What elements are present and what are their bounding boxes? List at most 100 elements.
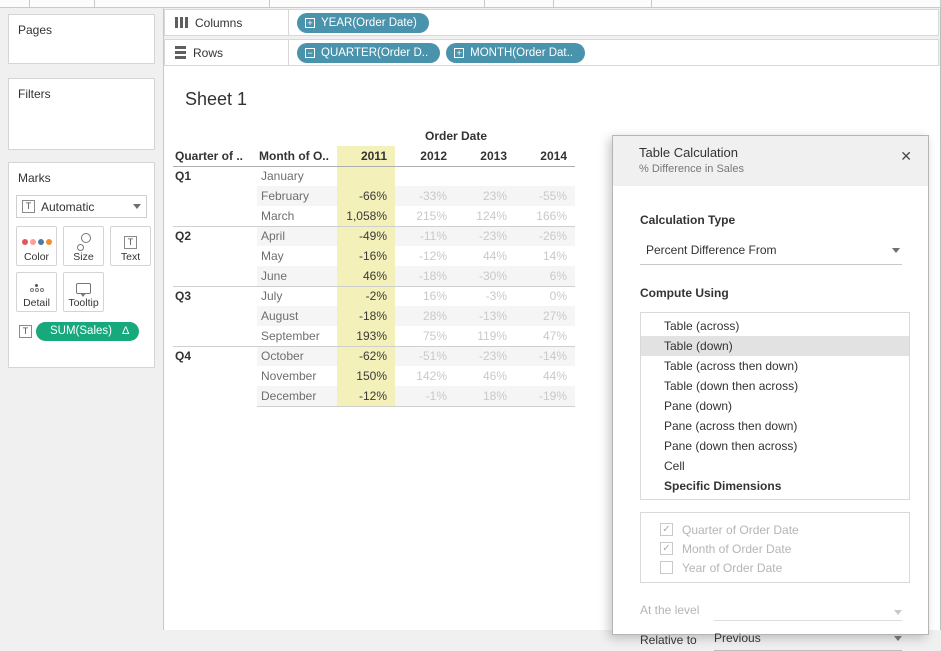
checkbox-unchecked-icon[interactable] [660,561,673,574]
compute-option-pane-across-then-down[interactable]: Pane (across then down) [664,419,798,433]
checkbox-checked-icon[interactable]: ✓ [660,523,673,536]
month-column-header[interactable]: Month of O.. [257,146,337,167]
cell-value[interactable]: -55% [515,186,575,206]
sum-sales-pill[interactable]: SUM(Sales) Δ [36,322,140,341]
cell-value[interactable]: 215% [416,208,447,223]
cell-value[interactable]: -66% [337,186,395,206]
cell-value[interactable]: -19% [515,386,575,407]
cell-value[interactable]: 193% [337,326,395,346]
compute-option-table-across[interactable]: Table (across) [664,319,740,333]
quarter-label[interactable]: Q2 [173,225,257,286]
rows-shelf-pills[interactable]: − QUARTER(Order D.. + MONTH(Order Dat.. [289,39,939,66]
cell-value[interactable]: 6% [515,266,575,286]
month-label[interactable]: February [257,186,337,206]
cell-value[interactable]: 166% [536,208,567,223]
quarter-order-date-pill[interactable]: − QUARTER(Order D.. [297,42,441,63]
cell-value[interactable]: 28% [395,306,455,326]
cell-value[interactable] [337,166,395,186]
month-label[interactable]: May [261,249,284,263]
columns-shelf-pills[interactable]: + YEAR(Order Date) [289,9,939,36]
cell-value[interactable]: -12% [337,386,395,407]
month-label[interactable]: April [257,225,337,246]
quarter-column-header[interactable]: Quarter of .. [173,146,257,167]
cell-value[interactable]: -14% [515,345,575,366]
compute-option-pane-down[interactable]: Pane (down) [664,399,733,413]
cell-value[interactable]: 16% [395,285,455,306]
compute-option-table-down-then-across[interactable]: Table (down then across) [664,379,799,393]
year-header-2014[interactable]: 2014 [515,146,575,167]
cell-value[interactable]: -23% [455,345,515,366]
cell-value[interactable]: 0% [515,285,575,306]
cell-value[interactable]: -62% [337,345,395,366]
cell-value[interactable]: 142% [416,369,447,383]
cell-value[interactable]: 44% [482,249,507,263]
compute-option-cell[interactable]: Cell [664,459,685,473]
at-the-level-dropdown[interactable] [714,610,902,621]
cell-value[interactable] [515,166,575,186]
mark-type-dropdown[interactable]: T Automatic [16,195,147,218]
cell-value[interactable]: -18% [337,306,395,326]
text-button[interactable]: T Text [110,226,151,266]
compute-option-table-down[interactable]: Table (down) [641,336,909,356]
cell-value[interactable]: -18% [395,266,455,286]
month-label[interactable]: January [261,169,304,184]
compute-option-table-across-then-down[interactable]: Table (across then down) [664,359,799,373]
cell-value[interactable] [395,166,455,186]
cell-value[interactable]: 44% [542,369,567,383]
cell-value[interactable]: 46% [337,266,395,286]
cell-value[interactable]: 23% [455,186,515,206]
cell-value[interactable]: 14% [542,249,567,263]
cell-value[interactable]: 1,058% [337,206,395,226]
cell-value[interactable]: 119% [477,328,507,343]
cell-value[interactable]: -49% [337,225,395,246]
month-label[interactable]: September [261,328,320,343]
cell-value[interactable]: 150% [337,366,395,386]
cell-value[interactable]: -13% [455,306,515,326]
color-button[interactable]: Color [16,226,57,266]
month-label[interactable]: June [257,266,337,286]
cell-value[interactable]: -33% [395,186,455,206]
cell-value[interactable]: -30% [455,266,515,286]
year-header-2013[interactable]: 2013 [455,146,515,167]
cell-value[interactable]: 124% [476,208,507,223]
expand-plus-icon[interactable]: + [305,17,315,28]
cell-value[interactable]: 18% [455,386,515,407]
month-label[interactable]: December [257,386,337,407]
relative-to-dropdown[interactable]: Previous [714,631,902,651]
cell-value[interactable]: 47% [542,328,567,343]
month-label[interactable]: July [257,285,337,306]
tooltip-button[interactable]: Tooltip [63,272,104,312]
quarter-label[interactable]: Q1 [175,168,192,183]
cell-value[interactable]: -26% [515,225,575,246]
month-order-date-pill[interactable]: + MONTH(Order Dat.. [446,42,586,63]
compute-option-pane-down-then-across[interactable]: Pane (down then across) [664,439,798,453]
cell-value[interactable]: 27% [515,306,575,326]
checkbox-checked-icon[interactable]: ✓ [660,542,673,555]
cell-value[interactable]: -16% [337,246,395,266]
cell-value[interactable]: -2% [337,285,395,306]
cell-value[interactable]: 75% [422,328,447,343]
collapse-minus-icon[interactable]: − [305,47,315,58]
expand-plus-icon[interactable]: + [454,47,465,58]
quarter-label[interactable]: Q4 [173,345,257,406]
compute-option-specific-dimensions[interactable]: Specific Dimensions [664,479,782,493]
pages-shelf[interactable]: Pages [8,14,155,64]
cell-value[interactable]: -11% [395,225,455,246]
size-button[interactable]: Size [63,226,104,266]
cell-value[interactable]: 46% [482,369,507,383]
month-label[interactable]: March [261,208,295,223]
cell-value[interactable]: -3% [455,285,515,306]
year-header-2011[interactable]: 2011 [337,146,395,167]
cell-value[interactable]: -23% [455,225,515,246]
cell-value[interactable]: -1% [395,386,455,407]
detail-button[interactable]: Detail [16,272,57,312]
order-date-span-header[interactable]: Order Date [424,129,488,143]
month-label[interactable]: October [257,345,337,366]
close-icon[interactable]: ✕ [900,148,912,164]
filters-shelf[interactable]: Filters [8,78,155,150]
cell-value[interactable]: -51% [395,345,455,366]
calculation-type-dropdown[interactable]: Percent Difference From [640,243,902,265]
cell-value[interactable]: -12% [418,249,447,263]
quarter-label[interactable]: Q3 [173,285,257,346]
cell-value[interactable] [455,166,515,186]
